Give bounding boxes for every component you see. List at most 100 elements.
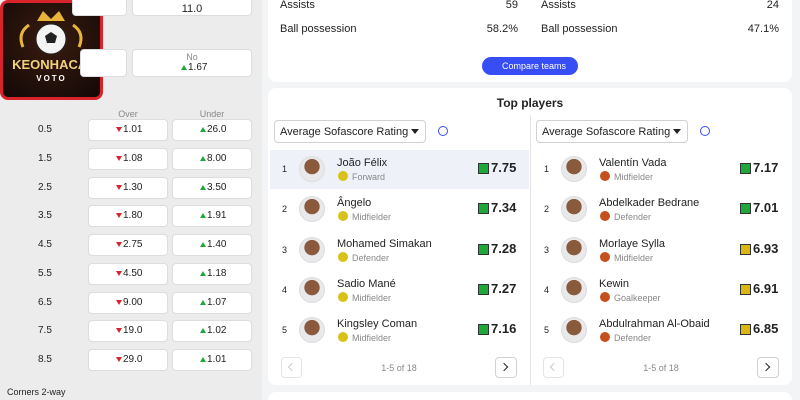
odds-line: 8.5 [38, 354, 52, 365]
odds-box [72, 0, 127, 16]
trend-arrow [200, 127, 206, 132]
odds-box [80, 49, 127, 77]
trend-arrow [200, 270, 206, 276]
stat-label: Ball possession [280, 23, 357, 35]
trend-arrow [116, 270, 122, 276]
player-avatar [561, 276, 587, 303]
info-icon [700, 126, 710, 136]
odds-value: 4.50 [123, 267, 143, 279]
odds-value: 1.01 [207, 354, 227, 365]
dropdown[interactable] [274, 120, 426, 143]
player-rank: 2 [544, 204, 550, 215]
stat-label: Assists [280, 0, 315, 11]
odds-line: 7.5 [38, 325, 52, 337]
odds-header: Over [118, 109, 138, 119]
prev-button[interactable] [281, 357, 302, 378]
trend-arrow [181, 65, 187, 70]
rating-badge [740, 324, 751, 335]
player-position: Forward [352, 172, 386, 182]
info-icon [438, 126, 448, 136]
rating-badge [478, 283, 489, 295]
odds-box [88, 320, 168, 343]
odds-value: 1.30 [123, 181, 143, 193]
odds-value: 9.00 [123, 296, 143, 308]
compare-button[interactable]: Compare teams [482, 57, 578, 75]
player-position: Midfielder [352, 333, 392, 343]
trend-arrow [116, 213, 122, 219]
odds-line: 2.5 [38, 181, 52, 193]
player-rank: 1 [282, 164, 288, 174]
next-button[interactable] [495, 357, 517, 378]
ball-patch [45, 32, 57, 43]
trend-arrow [200, 213, 206, 219]
team-icon [600, 251, 610, 262]
pagination: 1-5 of 18 [643, 363, 679, 373]
player-rating: 7.16 [491, 321, 517, 336]
wings [19, 23, 83, 48]
team-icon [600, 171, 610, 181]
odds-value: 19.0 [123, 325, 143, 337]
player-rating: 7.27 [491, 280, 517, 296]
odds-line: 1.5 [38, 152, 52, 164]
odds-value: 1.67 [188, 62, 208, 73]
team-icon [600, 211, 610, 222]
team-icon [338, 211, 348, 222]
stat-value: 59 [505, 0, 518, 11]
panel-divider [530, 115, 531, 385]
team-icon [338, 251, 348, 262]
player-name: Sadio Mané [337, 277, 396, 290]
trend-arrow [116, 299, 122, 305]
player-name: Abdelkader Bedrane [599, 197, 700, 210]
trend-arrow [116, 155, 122, 161]
trend-arrow [200, 299, 206, 305]
team-icon [338, 171, 348, 181]
odds-value: 1.18 [207, 267, 227, 279]
player-rating: 7.01 [753, 200, 779, 216]
odds-box [88, 147, 168, 170]
player-position: Midfielder [614, 172, 654, 182]
dropdown[interactable] [536, 120, 688, 143]
player-rank: 2 [282, 204, 288, 215]
odds-box [172, 349, 252, 371]
team-icon [600, 291, 610, 302]
odds-box [88, 176, 168, 199]
odds-value: 1.80 [123, 210, 143, 222]
rating-badge [478, 203, 489, 215]
odds-line: 5.5 [38, 267, 52, 279]
prev-button[interactable] [543, 357, 564, 378]
odds-value: 1.91 [207, 210, 227, 222]
trend-arrow [200, 155, 206, 161]
team-icon [600, 332, 610, 342]
odds-line: 0.5 [38, 124, 52, 135]
next-card [268, 392, 792, 400]
player-name: João Félix [337, 157, 388, 169]
trend-arrow [116, 184, 122, 190]
rating-badge [740, 243, 751, 255]
odds-label: No [186, 52, 198, 62]
player-name: Mohamed Simakan [337, 237, 432, 250]
odds-value: 3.50 [207, 181, 227, 193]
player-rank: 4 [282, 284, 288, 295]
rating-badge [740, 203, 751, 215]
dropdown-label: Average Sofascore Rating [542, 126, 671, 138]
player-avatar [299, 236, 325, 263]
rating-badge [478, 243, 489, 255]
odds-box [172, 320, 252, 343]
odds-value: 11.0 [181, 3, 203, 15]
odds-line: 3.5 [38, 210, 52, 222]
player-position: Defender [614, 212, 652, 223]
next-button[interactable] [757, 357, 779, 378]
player-rating: 7.28 [491, 240, 517, 256]
trend-arrow [116, 328, 122, 334]
odds-value: 1.07 [207, 296, 227, 308]
odds-box [88, 205, 168, 228]
rating-badge [740, 163, 751, 174]
odds-box [88, 349, 168, 371]
player-avatar [561, 196, 587, 223]
player-position: Midfielder [614, 252, 654, 263]
trend-arrow [116, 127, 122, 132]
odds-value: 1.01 [123, 124, 143, 135]
player-position: Midfielder [352, 292, 392, 303]
player-avatar [299, 156, 325, 182]
